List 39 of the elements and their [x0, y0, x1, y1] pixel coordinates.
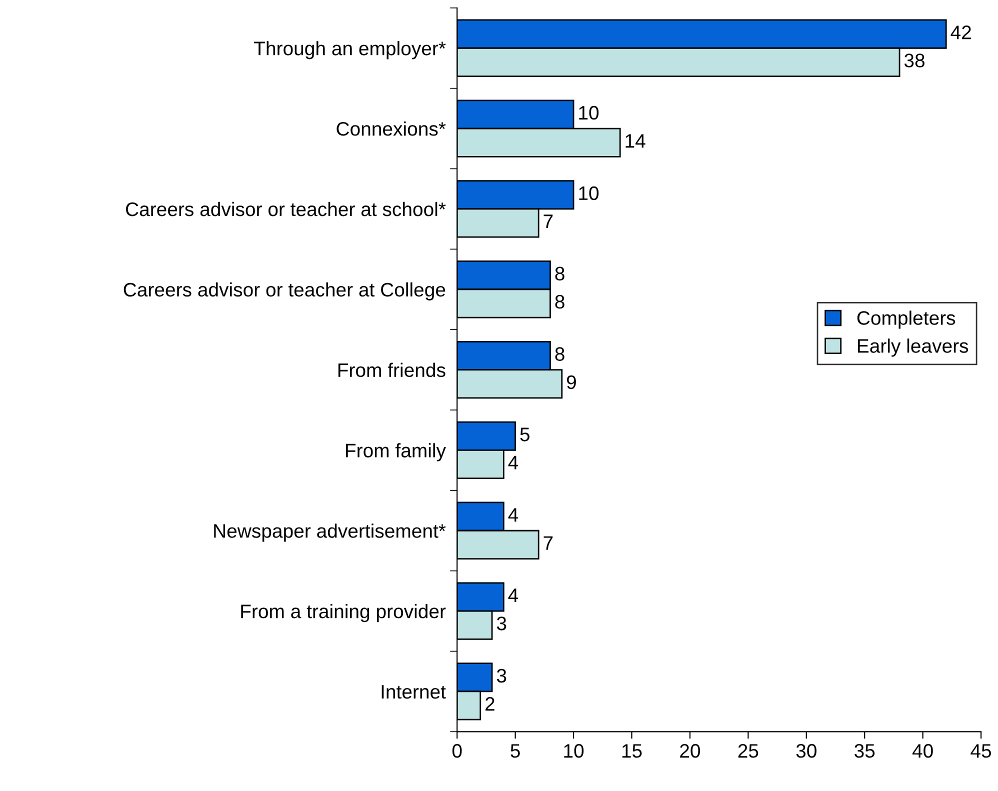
data-label: 4	[508, 508, 518, 522]
y-tick-label: From a training provider	[241, 604, 446, 622]
y-tick-label: From family	[346, 443, 446, 462]
data-label: 4	[508, 456, 518, 470]
y-tick-label: Newspaper advertisement*	[214, 524, 446, 542]
data-label: 8	[555, 266, 564, 281]
y-tick-label: Connexions*	[336, 121, 446, 136]
y-tick-label: Internet	[382, 685, 446, 699]
data-label: 8	[555, 347, 564, 361]
x-tick-label: 40	[912, 744, 933, 758]
data-label: 10	[579, 106, 599, 120]
legend-label: Completers	[857, 310, 956, 329]
data-label: 7	[544, 536, 553, 550]
x-tick-label: 30	[796, 744, 816, 758]
data-label: 4	[508, 588, 518, 602]
x-tick-label: 15	[622, 744, 642, 758]
data-label: 2	[486, 696, 494, 711]
data-label: 7	[544, 214, 553, 228]
data-label: 42	[950, 25, 971, 40]
x-tick-label: 0	[452, 744, 462, 758]
y-tick-label: From friends	[338, 362, 446, 378]
x-tick-label: 35	[854, 744, 875, 758]
x-tick-label: 5	[510, 744, 520, 758]
data-label: 8	[555, 294, 564, 309]
x-tick-label: 45	[970, 744, 992, 758]
data-label: 10	[579, 186, 599, 200]
x-tick-label: 25	[738, 744, 758, 758]
y-tick-label: Through an employer*	[254, 41, 446, 60]
data-label: 3	[496, 668, 506, 683]
data-label: 14	[626, 134, 646, 148]
legend-label: Early leavers	[858, 338, 968, 357]
y-tick-label: Careers advisor or teacher at school*	[126, 202, 446, 216]
y-tick-label: Careers advisor or teacher at College	[124, 282, 446, 300]
data-label: 38	[904, 54, 924, 68]
data-label: 5	[520, 428, 530, 442]
x-tick-label: 20	[680, 744, 700, 758]
data-label: 3	[496, 616, 506, 630]
data-label: 9	[566, 375, 576, 390]
x-tick-label: 10	[564, 744, 584, 758]
